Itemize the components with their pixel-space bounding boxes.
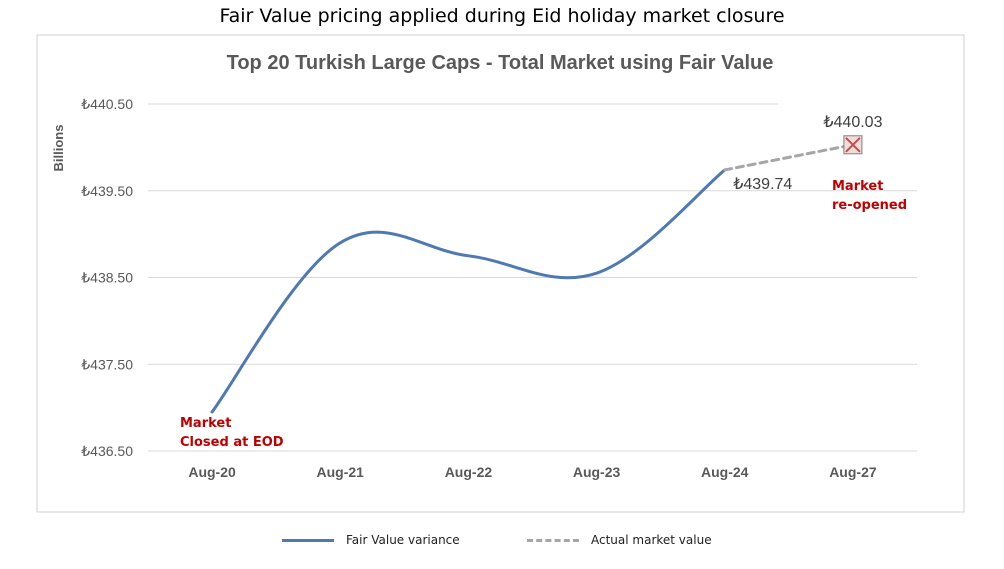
x-tick-label: Aug-24	[701, 464, 749, 480]
legend-label-actual-market: Actual market value	[591, 533, 712, 547]
annotation-text: re-opened	[832, 198, 907, 213]
legend-item-fair-value: Fair Value variance	[282, 533, 460, 547]
data-label: ₺440.03	[823, 114, 882, 131]
y-axis-label: Billions	[51, 125, 66, 172]
y-tick-label: ₺438.50	[81, 270, 133, 286]
x-box-marker	[843, 135, 863, 155]
x-tick-labels: Aug-20 Aug-21 Aug-22 Aug-23 Aug-24 Aug-27	[188, 464, 876, 480]
y-tick-label: ₺440.50	[81, 96, 133, 112]
x-tick-label: Aug-22	[445, 464, 493, 480]
annotation-text: Market	[832, 179, 883, 194]
gridlines	[148, 103, 917, 452]
x-tick-label: Aug-27	[829, 464, 877, 480]
data-labels: ₺439.74 ₺440.03	[733, 114, 882, 193]
legend-label-fair-value: Fair Value variance	[346, 533, 460, 547]
data-label: ₺439.74	[733, 176, 792, 193]
legend-swatch-solid	[282, 538, 334, 542]
legend-swatch-dashed	[527, 538, 579, 542]
annotation-text: Market	[180, 416, 231, 431]
series-line	[723, 143, 855, 172]
page-title: Fair Value pricing applied during Eid ho…	[219, 5, 785, 27]
y-tick-label: ₺437.50	[81, 356, 133, 372]
y-tick-labels: ₺436.50 ₺437.50 ₺438.50 ₺439.50 ₺440.50	[81, 96, 133, 459]
x-tick-label: Aug-23	[573, 464, 621, 480]
y-tick-label: ₺439.50	[81, 183, 133, 199]
x-tick-label: Aug-20	[188, 464, 236, 480]
legend-item-actual-market: Actual market value	[527, 533, 712, 547]
annotation-text: Closed at EOD	[180, 435, 284, 450]
series-line	[210, 168, 727, 414]
series-layer	[210, 143, 855, 414]
x-tick-label: Aug-21	[317, 464, 365, 480]
annotations: Market Closed at EOD Market re-opened	[180, 179, 907, 450]
marker-layer	[843, 135, 863, 155]
y-tick-label: ₺436.50	[81, 443, 133, 459]
chart-frame	[36, 34, 965, 513]
chart-title: Top 20 Turkish Large Caps - Total Market…	[227, 52, 774, 74]
